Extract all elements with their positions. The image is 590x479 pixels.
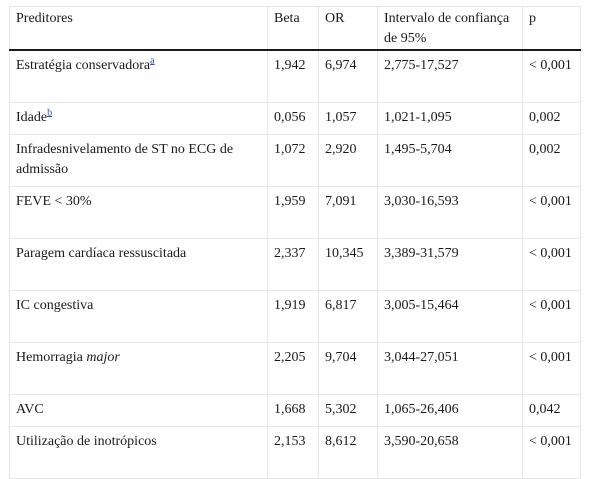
predictor-cell: Paragem cardíaca ressuscitada: [9, 238, 268, 291]
ci-cell: 3,044-27,051: [377, 342, 523, 395]
ci-cell: 1,021-1,095: [377, 102, 523, 135]
p-value-cell: < 0,001: [522, 50, 581, 103]
beta-cell: 1,668: [267, 394, 319, 427]
footnote-link[interactable]: b: [47, 107, 53, 119]
or-cell: 8,612: [318, 426, 378, 479]
ci-cell: 3,389-31,579: [377, 238, 523, 291]
header-p-value: p: [522, 6, 581, 51]
predictor-label: Estratégia conservadora: [16, 58, 151, 73]
p-value-cell: < 0,001: [522, 426, 581, 479]
header-predictors: Preditores: [9, 6, 268, 51]
ci-cell: 3,030-16,593: [377, 186, 523, 239]
beta-cell: 2,337: [267, 238, 319, 291]
p-value-cell: < 0,001: [522, 186, 581, 239]
predictor-cell: AVC: [9, 394, 268, 427]
predictor-cell: FEVE < 30%: [9, 186, 268, 239]
predictor-cell: Utilização de inotrópicos: [9, 426, 268, 479]
beta-cell: 0,056: [267, 102, 319, 135]
predictor-cell: Infradesnivelamento de ST no ECG de admi…: [9, 134, 268, 187]
ci-cell: 3,005-15,464: [377, 290, 523, 343]
or-cell: 2,920: [318, 134, 378, 187]
header-beta: Beta: [267, 6, 319, 51]
table-row: Idadeb 0,056 1,057 1,021-1,095 0,002: [9, 102, 581, 135]
ci-cell: 1,495-5,704: [377, 134, 523, 187]
or-cell: 7,091: [318, 186, 378, 239]
predictor-italic-label: major: [86, 350, 120, 365]
or-cell: 1,057: [318, 102, 378, 135]
header-or: OR: [318, 6, 378, 51]
beta-cell: 2,153: [267, 426, 319, 479]
or-cell: 9,704: [318, 342, 378, 395]
table-row: AVC 1,668 5,302 1,065-26,406 0,042: [9, 394, 581, 427]
header-confidence-interval: Intervalo de confiança de 95%: [377, 6, 523, 51]
table-row: Paragem cardíaca ressuscitada 2,337 10,3…: [9, 238, 581, 291]
predictor-cell: IC congestiva: [9, 290, 268, 343]
or-cell: 5,302: [318, 394, 378, 427]
footnote-link[interactable]: a: [150, 55, 155, 67]
beta-cell: 1,072: [267, 134, 319, 187]
header-row: Preditores Beta OR Intervalo de confianç…: [9, 6, 581, 51]
p-value-cell: < 0,001: [522, 342, 581, 395]
table-row: FEVE < 30% 1,959 7,091 3,030-16,593 < 0,…: [9, 186, 581, 239]
table-row: Estratégia conservadoraa 1,942 6,974 2,7…: [9, 50, 581, 103]
beta-cell: 1,919: [267, 290, 319, 343]
or-cell: 10,345: [318, 238, 378, 291]
ci-cell: 3,590-20,658: [377, 426, 523, 479]
ci-cell: 2,775-17,527: [377, 50, 523, 103]
beta-cell: 2,205: [267, 342, 319, 395]
predictor-label: Hemorragia: [16, 350, 83, 365]
predictor-cell: Estratégia conservadoraa: [9, 50, 268, 103]
ci-cell: 1,065-26,406: [377, 394, 523, 427]
table-row: Utilização de inotrópicos 2,153 8,612 3,…: [9, 426, 581, 479]
regression-table: Preditores Beta OR Intervalo de confianç…: [9, 6, 581, 479]
or-cell: 6,817: [318, 290, 378, 343]
predictor-label: Idade: [16, 110, 48, 125]
table-header: Preditores Beta OR Intervalo de confianç…: [9, 6, 581, 51]
p-value-cell: 0,002: [522, 134, 581, 187]
p-value-cell: 0,002: [522, 102, 581, 135]
predictor-cell: Hemorragia major: [9, 342, 268, 395]
beta-cell: 1,942: [267, 50, 319, 103]
p-value-cell: 0,042: [522, 394, 581, 427]
table-row: Infradesnivelamento de ST no ECG de admi…: [9, 134, 581, 187]
beta-cell: 1,959: [267, 186, 319, 239]
table-row: Hemorragia major 2,205 9,704 3,044-27,05…: [9, 342, 581, 395]
p-value-cell: < 0,001: [522, 290, 581, 343]
table-row: IC congestiva 1,919 6,817 3,005-15,464 <…: [9, 290, 581, 343]
p-value-cell: < 0,001: [522, 238, 581, 291]
predictor-cell: Idadeb: [9, 102, 268, 135]
or-cell: 6,974: [318, 50, 378, 103]
table-body: Estratégia conservadoraa 1,942 6,974 2,7…: [9, 50, 581, 479]
